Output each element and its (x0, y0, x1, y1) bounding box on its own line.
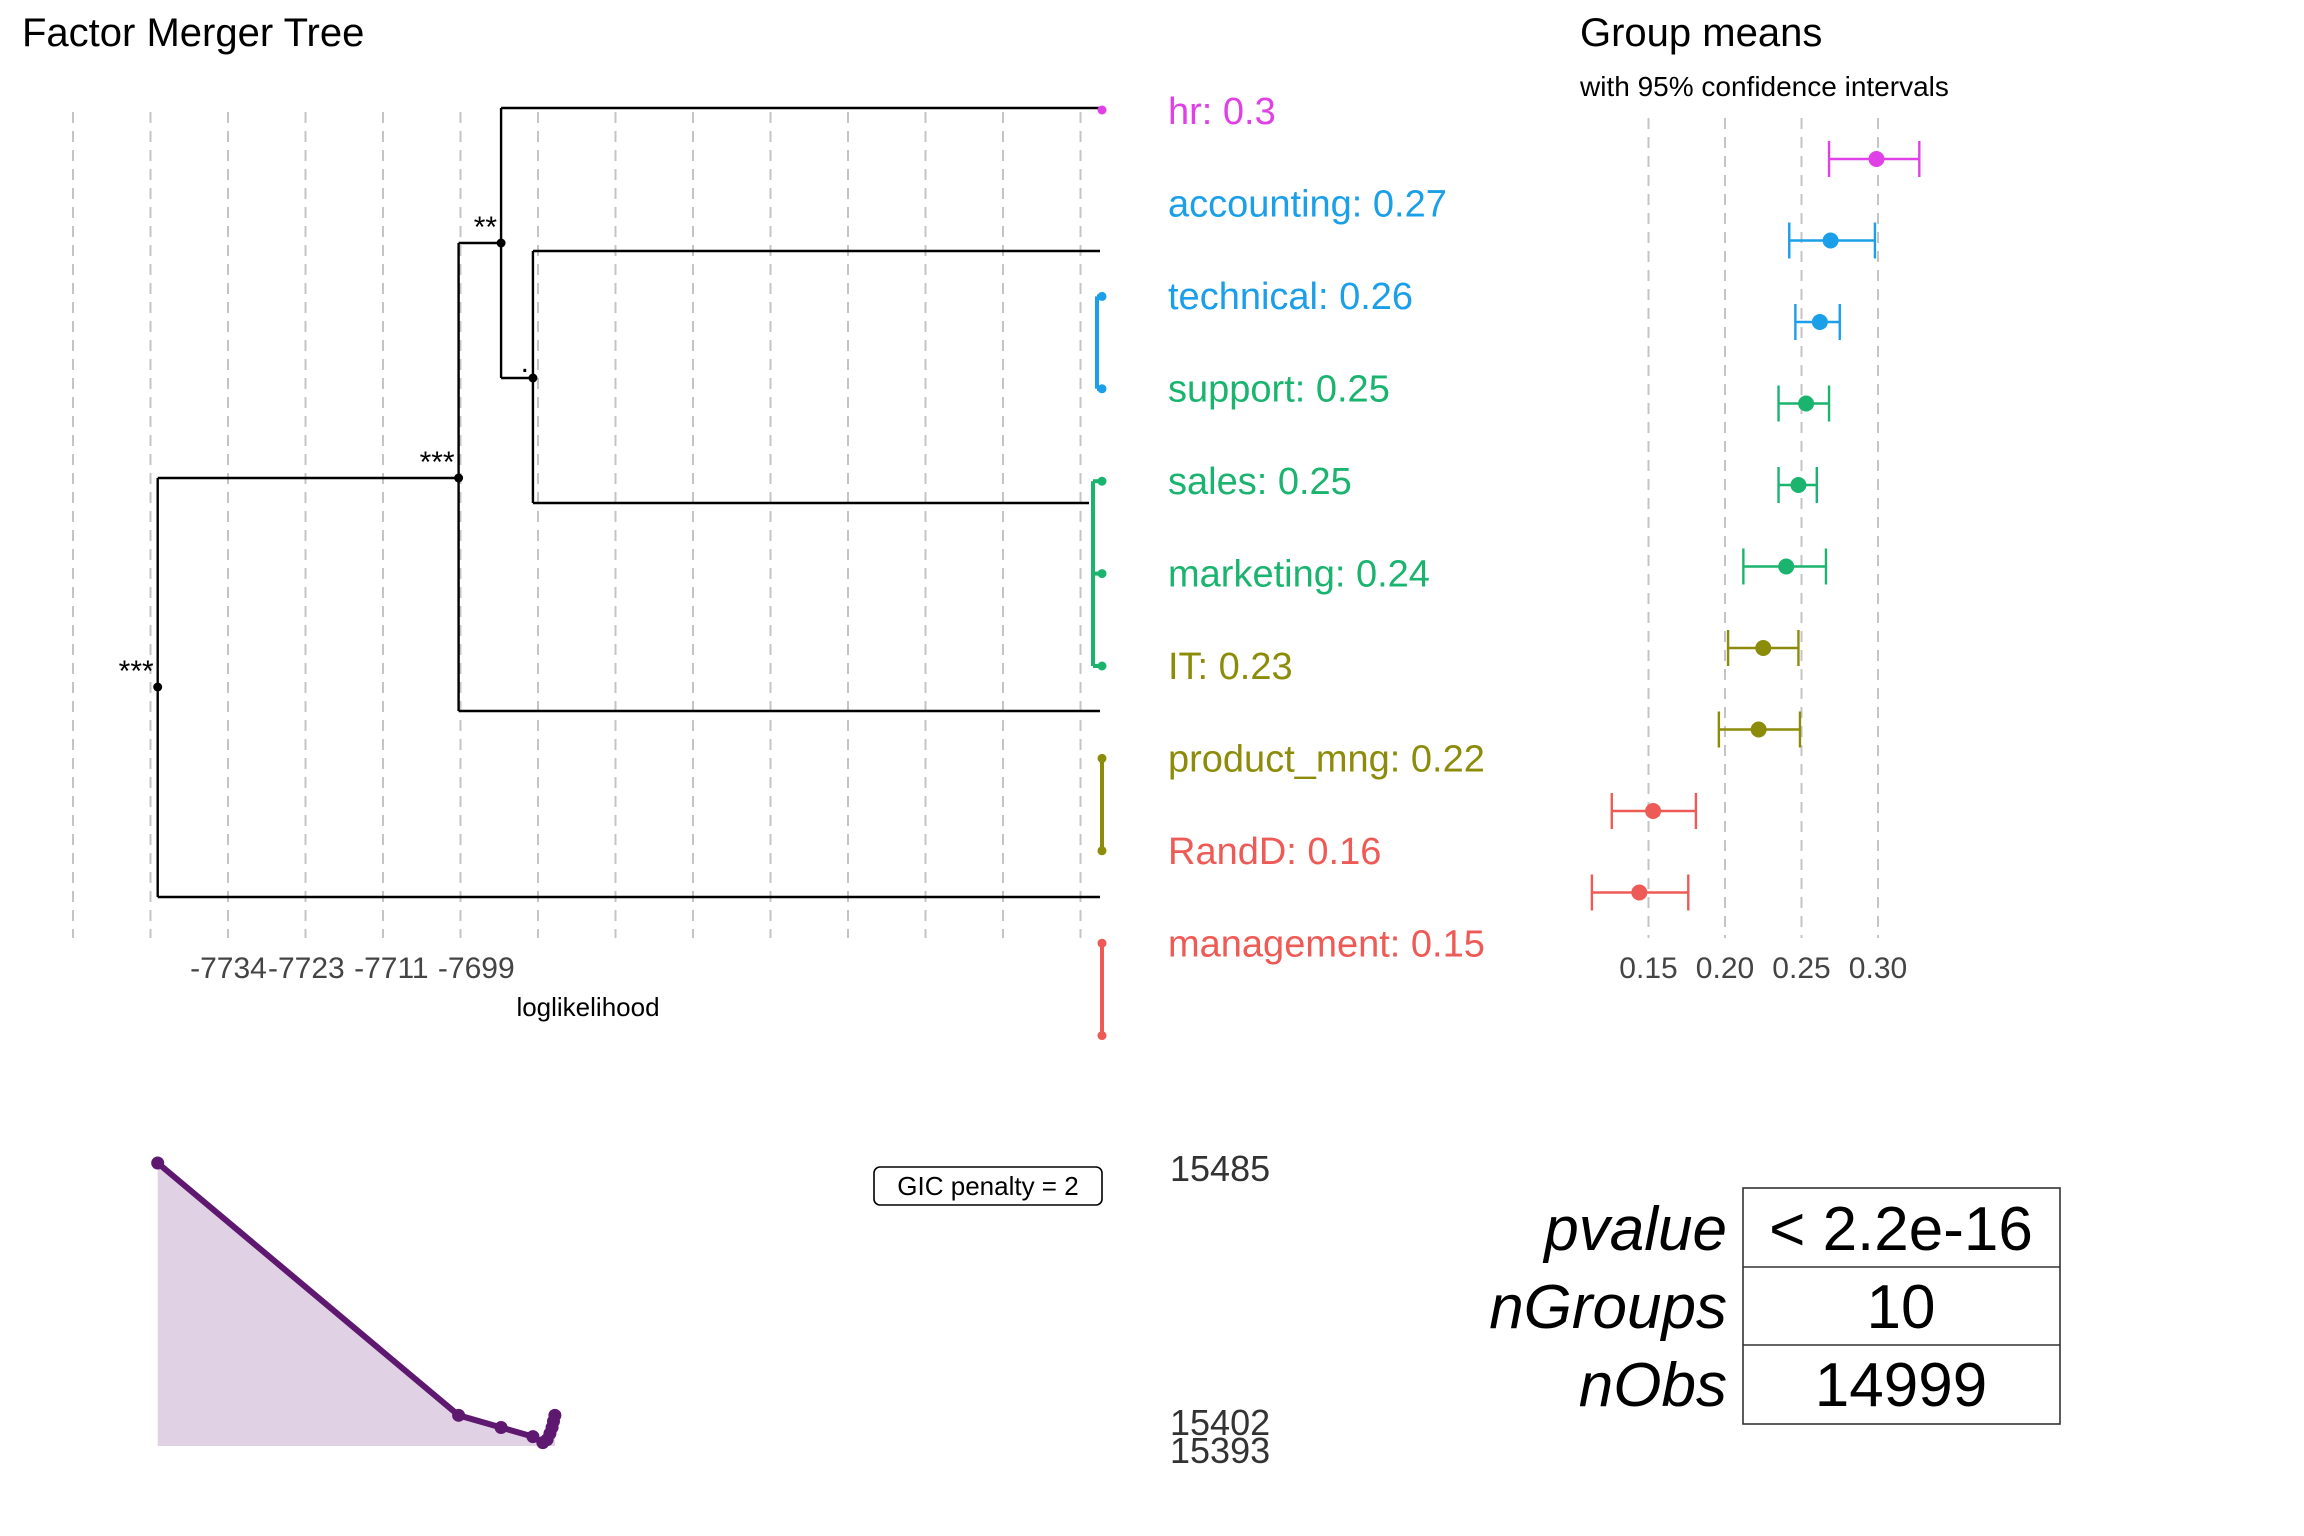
group-label: marketing: 0.24 (1168, 554, 1430, 596)
group-label: accounting: 0.27 (1168, 184, 1447, 226)
means-point (1778, 558, 1795, 575)
tree-significance-label: ** (474, 211, 498, 244)
gic-panel: GIC penalty = 2 15485 15402 15393 (151, 1148, 1270, 1471)
tree-branches (156, 106, 1100, 899)
tree-node (528, 373, 538, 383)
tree-leaf-point (1097, 938, 1107, 948)
means-grid (1647, 118, 1879, 938)
stats-value-ngroups: 10 (1867, 1273, 1936, 1342)
group-label: management: 0.15 (1168, 924, 1485, 966)
tree-leaf-point (1097, 384, 1107, 394)
gic-tick-top: 15485 (1170, 1148, 1270, 1189)
tree-x-tick-label: -7723 (268, 952, 345, 985)
tree-panel: ********. -7734 -7723 -7711 -7699 loglikeli… (72, 105, 1107, 1041)
stats-label-nobs: nObs (1579, 1351, 1727, 1420)
group-label: RandD: 0.16 (1168, 831, 1381, 873)
means-x-tick-labels: 0.15 0.20 0.25 0.30 (1619, 952, 1907, 985)
means-x-tick-label: 0.15 (1619, 952, 1677, 985)
tree-significance-label: . (521, 346, 529, 379)
tree-leaf-point (1097, 753, 1107, 763)
group-label: product_mng: 0.22 (1168, 739, 1485, 781)
tree-leaf-point (1097, 569, 1107, 579)
group-label: hr: 0.3 (1168, 91, 1276, 133)
group-label: sales: 0.25 (1168, 461, 1352, 503)
means-title: Group means (1580, 11, 1822, 55)
group-label: IT: 0.23 (1168, 646, 1293, 688)
gic-point (494, 1420, 508, 1434)
tree-leaf-point (1097, 105, 1107, 115)
means-point (1811, 314, 1828, 330)
group-labels: hr: 0.3 accounting: 0.27 technical: 0.26 su… (1168, 91, 1485, 966)
means-point (1750, 721, 1767, 738)
tree-x-tick-label: -7699 (438, 952, 515, 985)
means-point (1755, 640, 1772, 656)
means-errorbars (1590, 141, 1921, 911)
tree-node (454, 473, 464, 483)
stats-label-pvalue: pvalue (1542, 1195, 1727, 1264)
tree-x-axis-label: loglikelihood (516, 992, 659, 1022)
gic-penalty-text: GIC penalty = 2 (897, 1171, 1078, 1201)
gic-tick-mid: 15402 (1170, 1402, 1270, 1443)
tree-leaves (1091, 105, 1107, 1041)
tree-node (153, 682, 163, 692)
group-label: technical: 0.26 (1168, 276, 1413, 318)
stats-label-ngroups: nGroups (1489, 1273, 1727, 1342)
gic-point (548, 1408, 562, 1422)
stats-value-pvalue: < 2.2e-16 (1769, 1195, 2033, 1264)
tree-significance-label: *** (420, 446, 455, 479)
tree-leaf-point (1097, 291, 1107, 301)
means-point (1631, 884, 1648, 901)
group-label: support: 0.25 (1168, 369, 1390, 411)
means-subtitle: with 95% confidence intervals (1579, 71, 1949, 102)
means-x-tick-label: 0.20 (1696, 952, 1754, 985)
gic-penalty-label: GIC penalty = 2 (873, 1166, 1103, 1206)
gic-point (151, 1156, 165, 1170)
stats-table: pvalue < 2.2e-16 nGroups 10 nObs 14999 (1489, 1187, 2061, 1425)
tree-node (496, 238, 506, 248)
tree-x-tick-label: -7711 (354, 952, 429, 985)
tree-nodes: ********. (119, 211, 538, 692)
means-point (1790, 477, 1807, 493)
means-x-tick-label: 0.30 (1849, 952, 1907, 985)
means-panel: 0.15 0.20 0.25 0.30 (1590, 118, 1921, 985)
gic-points (151, 1156, 562, 1450)
tree-leaf-point (1097, 1031, 1107, 1041)
stats-value-nobs: 14999 (1815, 1351, 1987, 1420)
gic-area (157, 1163, 555, 1446)
tree-title: Factor Merger Tree (22, 11, 364, 55)
tree-grid (72, 112, 1082, 938)
tree-x-tick-labels: -7734 -7723 -7711 -7699 (190, 952, 515, 985)
gic-point (452, 1408, 466, 1422)
means-x-tick-label: 0.25 (1772, 952, 1830, 985)
tree-leaf-point (1097, 661, 1107, 671)
gic-point (526, 1430, 540, 1444)
gic-tick-bottom: 15393 (1170, 1430, 1270, 1471)
tree-significance-label: *** (119, 655, 154, 688)
tree-leaf-point (1097, 476, 1107, 486)
means-point (1822, 232, 1839, 249)
tree-x-tick-label: -7734 (190, 952, 267, 985)
means-point (1645, 803, 1662, 819)
tree-leaf-point (1097, 846, 1107, 856)
means-point (1868, 151, 1885, 167)
means-point (1798, 395, 1815, 412)
